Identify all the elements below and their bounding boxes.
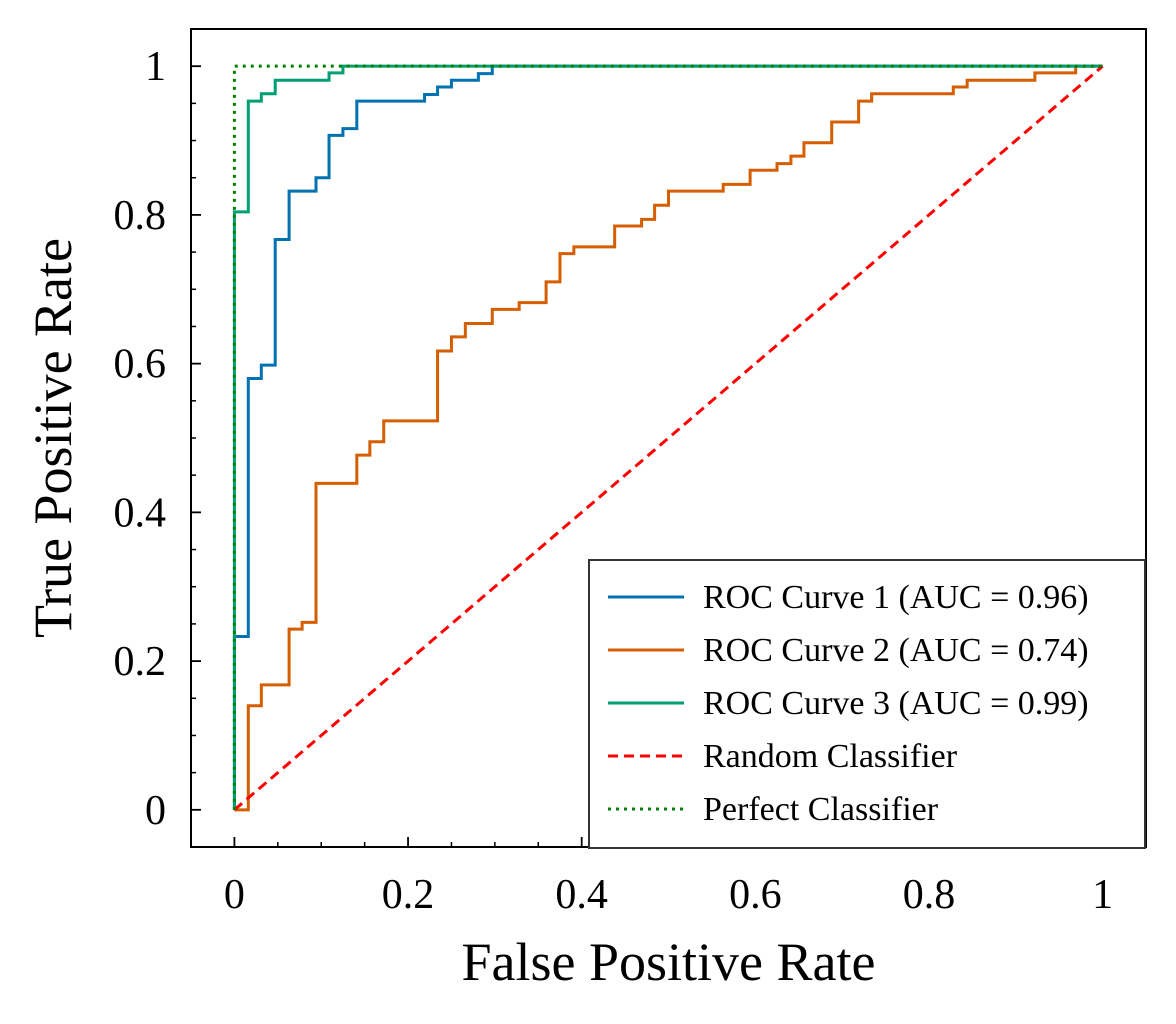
x-tick-label: 0.6 — [729, 872, 782, 918]
legend-label-5: Perfect Classifier — [703, 791, 939, 828]
y-tick-label: 0.2 — [114, 639, 167, 685]
x-tick-labels: 0 0.2 0.4 0.6 0.8 1 — [224, 872, 1113, 918]
roc-series-line-2 — [234, 64, 1103, 812]
y-tick-label: 0 — [145, 788, 166, 834]
series-layer — [232, 64, 1104, 812]
y-tick-label: 0.8 — [114, 193, 167, 239]
roc-series-line-4 — [233, 65, 1104, 811]
roc-series-line-5 — [232, 64, 1103, 810]
roc-series-line-1 — [232, 64, 1103, 810]
legend-label-2: ROC Curve 2 (AUC = 0.74) — [703, 632, 1089, 669]
y-tick-label: 0.4 — [114, 490, 167, 536]
x-tick-label: 0 — [224, 872, 245, 918]
legend-label-3: ROC Curve 3 (AUC = 0.99) — [703, 685, 1089, 722]
x-tick-label: 0.8 — [903, 872, 956, 918]
legend-label-1: ROC Curve 1 (AUC = 0.96) — [703, 579, 1089, 616]
x-tick-label: 0.4 — [555, 872, 608, 918]
y-axis-title: True Positive Rate — [23, 238, 83, 638]
y-tick-label: 0.6 — [114, 342, 167, 388]
x-tick-label: 1 — [1092, 872, 1113, 918]
x-axis-title: False Positive Rate — [462, 932, 876, 992]
y-tick-labels: 0 0.2 0.4 0.6 0.8 1 — [114, 44, 167, 834]
roc-series-line-3 — [232, 64, 1103, 810]
y-tick-label: 1 — [145, 44, 166, 90]
x-tick-label: 0.2 — [382, 872, 435, 918]
legend-label-4: Random Classifier — [703, 738, 958, 775]
legend: ROC Curve 1 (AUC = 0.96) ROC Curve 2 (AUC… — [588, 559, 1146, 849]
